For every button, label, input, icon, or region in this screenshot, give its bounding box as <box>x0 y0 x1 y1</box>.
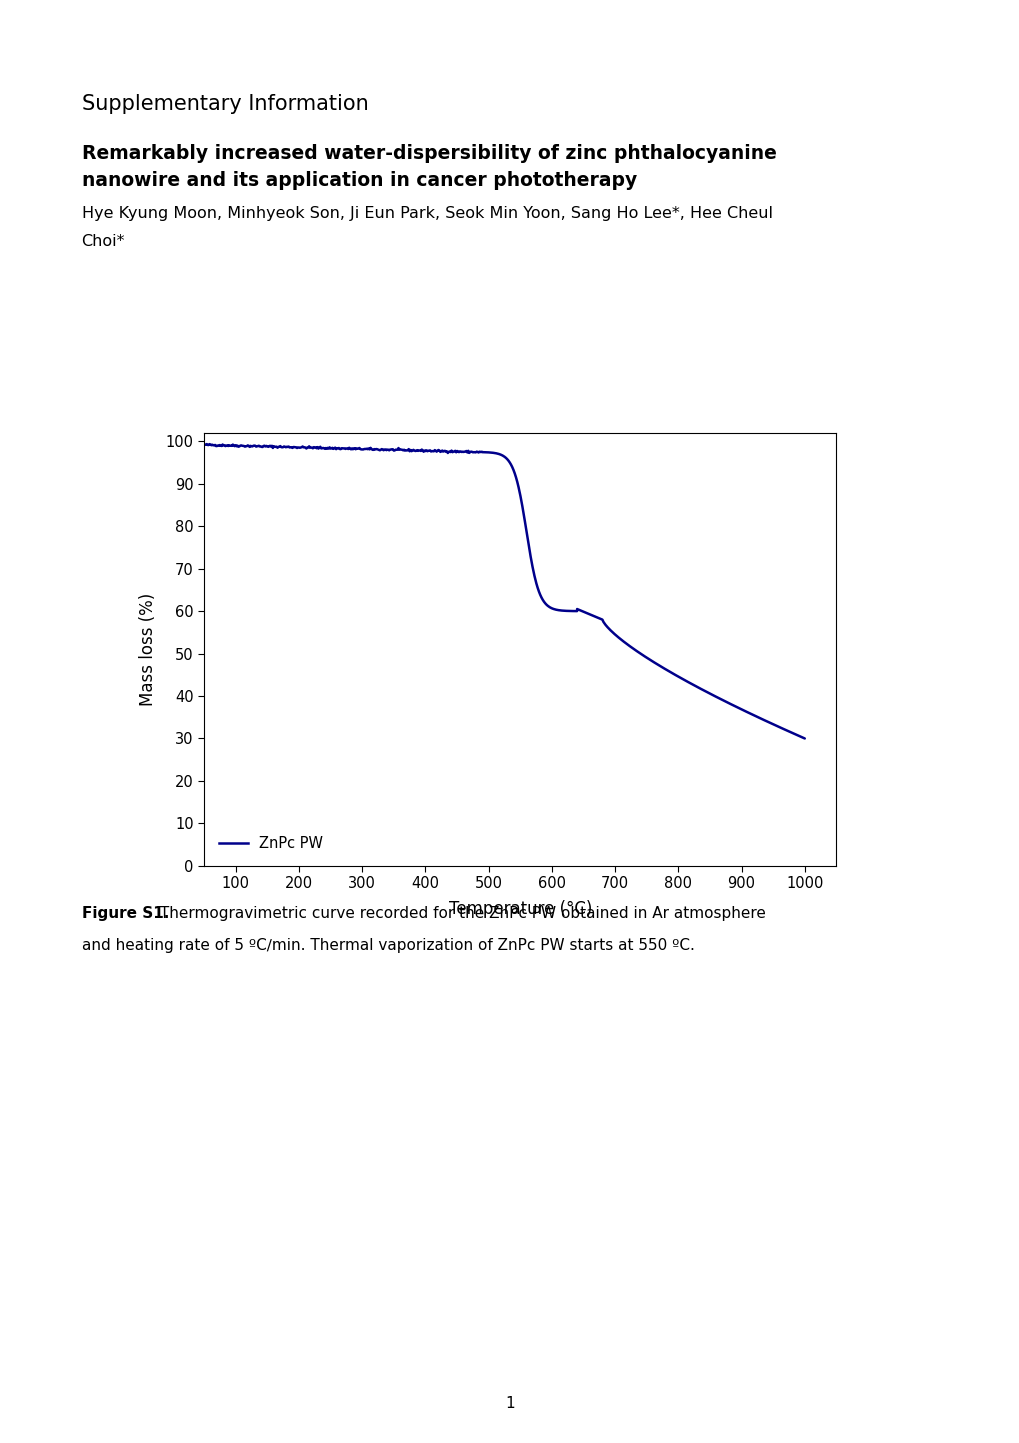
X-axis label: Temperature (°C): Temperature (°C) <box>448 899 591 918</box>
Y-axis label: Mass loss (%): Mass loss (%) <box>140 593 157 706</box>
Legend: ZnPc PW: ZnPc PW <box>211 828 330 859</box>
Text: Choi*: Choi* <box>82 234 125 248</box>
Text: Hye Kyung Moon, Minhyeok Son, Ji Eun Park, Seok Min Yoon, Sang Ho Lee*, Hee Cheu: Hye Kyung Moon, Minhyeok Son, Ji Eun Par… <box>82 206 771 221</box>
Text: 1: 1 <box>504 1397 515 1411</box>
Text: Thermogravimetric curve recorded for the ZnPc PW obtained in Ar atmosphere: Thermogravimetric curve recorded for the… <box>155 906 765 921</box>
Text: and heating rate of 5 ºC∕min. Thermal vaporization of ZnPc PW starts at 550 ºC.: and heating rate of 5 ºC∕min. Thermal va… <box>82 938 694 952</box>
Text: Figure S1.: Figure S1. <box>82 906 169 921</box>
Text: Supplementary Information: Supplementary Information <box>82 94 368 114</box>
Text: Remarkably increased water-dispersibility of zinc phthalocyanine
nanowire and it: Remarkably increased water-dispersibilit… <box>82 144 775 190</box>
